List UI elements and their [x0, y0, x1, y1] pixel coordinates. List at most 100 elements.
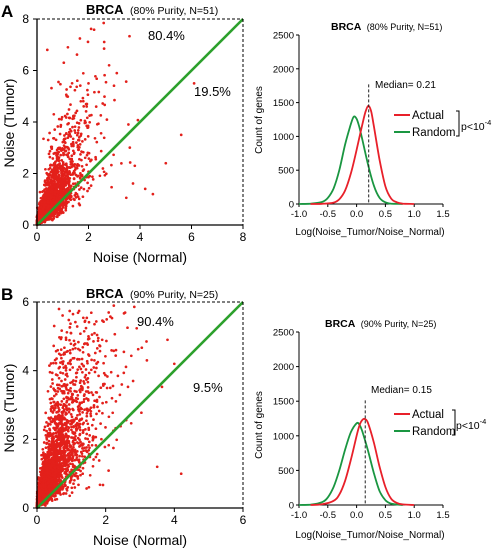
scatter-point: [57, 164, 61, 167]
scatter-point: [95, 412, 98, 416]
scatter-point: [77, 309, 81, 313]
scatter-point: [71, 312, 75, 316]
scatter-point: [192, 82, 196, 85]
scatter-point: [63, 346, 66, 350]
scatter-point: [108, 386, 112, 390]
scatter-point: [45, 436, 48, 440]
scatter-point: [64, 162, 68, 166]
y-tick-label: 8: [22, 12, 29, 26]
scatter-point: [114, 354, 118, 357]
scatter-point: [57, 174, 61, 178]
scatter-point: [54, 406, 57, 410]
x-tick-label: 8: [240, 230, 247, 244]
scatter-point: [85, 116, 89, 120]
scatter-point: [83, 375, 87, 379]
scatter-point: [47, 167, 51, 171]
scatter-point: [87, 186, 91, 190]
scatter-point: [74, 111, 78, 115]
scatter-point: [66, 349, 69, 353]
scatter-point: [85, 105, 89, 108]
scatter-point: [103, 95, 106, 98]
scatter-point: [64, 369, 68, 372]
scatter-point: [87, 391, 91, 395]
scatter-point: [42, 195, 45, 198]
scatter-point: [81, 447, 84, 450]
scatter-point: [45, 218, 49, 221]
scatter-point: [58, 191, 62, 194]
scatter-point: [55, 208, 59, 212]
scatter-point: [84, 437, 87, 440]
scatter-point: [67, 151, 71, 155]
scatter-point: [140, 346, 144, 350]
dist-a-legend-actual-label: Actual: [412, 110, 444, 122]
scatter-point: [43, 425, 47, 429]
scatter-point: [70, 154, 74, 158]
scatter-point: [63, 484, 67, 488]
scatter-point: [95, 333, 99, 337]
scatter-point: [75, 166, 79, 170]
scatter-point: [71, 204, 75, 208]
scatter-point: [64, 467, 67, 471]
scatter-point: [57, 409, 61, 413]
x-tick-label: 4: [137, 230, 144, 244]
scatter-point: [87, 440, 91, 444]
scatter-point: [56, 386, 60, 390]
scatter-point: [102, 21, 106, 25]
scatter-point: [114, 400, 118, 403]
scatter-point: [85, 419, 88, 423]
scatter-point: [56, 178, 59, 182]
scatter-point: [65, 408, 69, 412]
scatter-point: [60, 209, 63, 213]
scatter-point: [74, 131, 77, 135]
scatter-point: [69, 358, 73, 362]
scatter-point: [82, 342, 86, 346]
scatter-point: [84, 428, 87, 431]
scatter-point: [69, 413, 73, 416]
scatter-point: [101, 167, 105, 170]
scatter-point: [78, 381, 82, 385]
scatter-point: [82, 400, 86, 404]
scatter-point: [73, 125, 77, 129]
scatter-point: [76, 175, 79, 178]
scatter-point: [59, 153, 63, 157]
scatter-point: [56, 390, 60, 393]
scatter-point: [96, 405, 99, 409]
scatter-point: [82, 329, 86, 333]
scatter-point: [78, 188, 81, 191]
scatter-point: [62, 203, 65, 207]
scatter-point: [69, 157, 73, 161]
scatter-point: [81, 370, 84, 374]
scatter-point: [92, 418, 95, 421]
scatter-point: [57, 80, 60, 84]
scatter-point: [66, 391, 70, 395]
scatter-point: [75, 375, 78, 379]
scatter-point: [94, 390, 98, 394]
scatter-point: [89, 184, 93, 187]
scatter-point: [46, 176, 50, 180]
scatter-point: [44, 167, 47, 171]
scatter-point: [103, 73, 106, 77]
scatter-point: [95, 122, 99, 126]
scatter-point: [74, 320, 77, 324]
scatter-point: [59, 348, 63, 351]
scatter-point: [102, 361, 105, 365]
scatter-point: [53, 192, 57, 196]
scatter-point: [69, 103, 72, 106]
scatter-point: [58, 203, 62, 207]
scatter-point: [54, 402, 58, 406]
scatter-point: [111, 384, 115, 388]
scatter-point: [82, 105, 86, 108]
scatter-point: [75, 141, 78, 144]
scatter-point: [109, 370, 113, 374]
scatter-point: [102, 170, 106, 174]
scatter-point: [79, 367, 83, 371]
x-tick-label: 6: [188, 230, 195, 244]
scatter-point: [48, 131, 51, 135]
scatter-point: [77, 136, 81, 139]
scatter-point: [84, 373, 88, 377]
scatter-point: [81, 345, 85, 349]
scatter-point: [56, 180, 60, 184]
scatter-point: [87, 426, 91, 430]
scatter-point: [42, 428, 46, 432]
scatter-point: [63, 408, 66, 411]
